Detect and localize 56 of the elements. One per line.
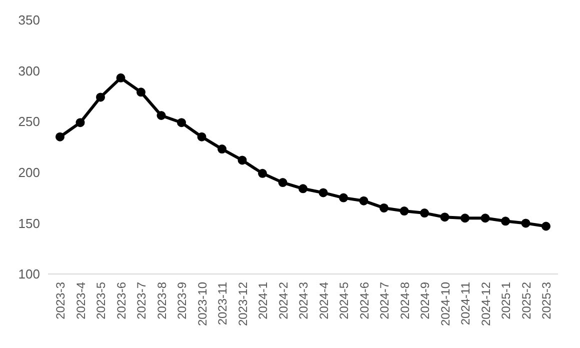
point	[76, 118, 85, 128]
point	[197, 132, 206, 142]
point	[116, 73, 126, 82]
point	[480, 214, 490, 223]
point	[56, 132, 64, 142]
point	[96, 92, 105, 102]
point	[380, 203, 388, 212]
y-tick-label: 150	[18, 216, 40, 231]
point	[521, 218, 530, 228]
y-tick-label: 100	[18, 266, 40, 282]
point	[298, 184, 308, 194]
x-tick-label: 2024-6	[357, 282, 372, 320]
point	[460, 214, 470, 223]
x-tick-label: 2025-1	[499, 282, 514, 320]
point	[339, 193, 348, 202]
x-tick-label: 2024-5	[337, 282, 352, 320]
x-tick-label: 2024-4	[316, 282, 331, 320]
point	[501, 216, 510, 226]
x-tick-label: 2023-10	[195, 282, 210, 326]
point	[400, 206, 409, 216]
x-tick-label: 2024-7	[378, 282, 392, 320]
point	[359, 196, 368, 206]
x-tick-label: 2023-12	[236, 282, 250, 326]
x-tick-label: 2023-3	[54, 282, 68, 320]
point	[238, 156, 247, 165]
y-tick-label: 250	[18, 114, 40, 130]
x-tick-label: 2024-2	[276, 282, 290, 320]
x-tick-label: 2023-9	[175, 282, 190, 320]
x-tick-label: 2025-2	[519, 282, 534, 320]
point	[542, 222, 550, 231]
x-tick-label: 2024-10	[438, 282, 452, 326]
x-tick-label: 2024-12	[478, 282, 493, 326]
point	[258, 168, 267, 178]
x-tick-label: 2024-8	[398, 282, 412, 320]
point	[440, 212, 450, 222]
x-tick-label: 2023-5	[94, 282, 108, 320]
x-tick-label: 2023-11	[216, 282, 230, 326]
x-tick-label: 2023-7	[134, 282, 149, 320]
x-tick-label: 2024-1	[256, 282, 270, 320]
point	[218, 144, 226, 154]
point	[136, 88, 146, 97]
point	[156, 111, 166, 120]
y-tick-label: 350	[18, 12, 40, 28]
x-tick-label: 2023-4	[74, 282, 88, 320]
point	[318, 188, 328, 198]
y-tick-label: 300	[18, 63, 40, 78]
x-tick-label: 2024-9	[418, 282, 432, 320]
point	[278, 178, 288, 188]
y-tick-label: 200	[18, 165, 40, 180]
x-tick-label: 2023-8	[154, 282, 169, 320]
x-tick-label: 2024-3	[296, 282, 311, 320]
x-tick-label: 2024-11	[458, 282, 473, 326]
point	[420, 208, 429, 218]
point	[177, 118, 186, 128]
x-tick-label: 2025-3	[540, 282, 554, 320]
x-tick-label: 2023-6	[114, 282, 128, 320]
